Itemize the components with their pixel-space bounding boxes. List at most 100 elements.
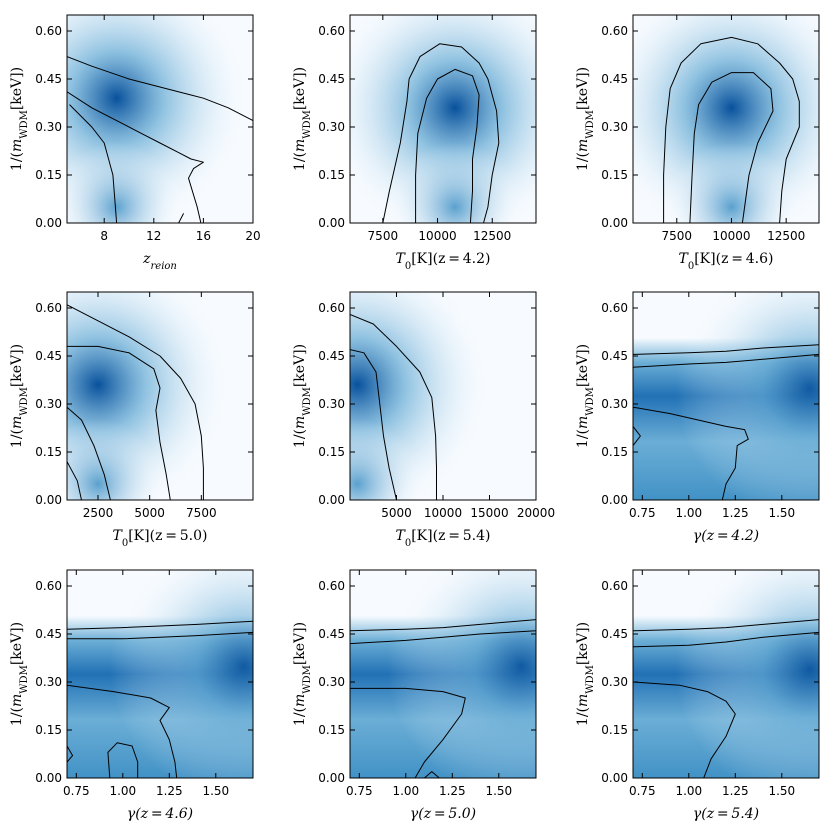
y-tick-label: 0.00 (601, 216, 628, 230)
x-tick-label: 2500 (83, 506, 114, 520)
x-tick-label: 1.25 (722, 784, 749, 798)
y-axis-label: 1/(mWDM[keV]) (9, 622, 30, 726)
density-peak (350, 570, 536, 778)
contour-line (67, 56, 253, 122)
panel-6: 0.00 0.15 0.30 0.45 0.60 0.75 1.00 1.25 1.50 γ(z … (575, 291, 820, 544)
y-axis-label: 1/(mWDM[keV]) (292, 622, 313, 726)
y-axis-label: 1/(mWDM[keV]) (575, 344, 596, 448)
x-axis-label: γ(z = 4.6) (127, 806, 193, 822)
axes-frame (66, 14, 254, 224)
x-tick-label: 12 (146, 229, 161, 243)
x-axis-label: zreion (142, 251, 177, 272)
y-tick-label: 0.30 (35, 120, 62, 134)
panel-7: 0.00 0.15 0.30 0.45 0.60 0.75 1.00 1.25 1.50 γ(z … (9, 569, 254, 822)
contour-line (350, 619, 536, 632)
x-tick-label: 0.75 (346, 784, 373, 798)
y-axis-label: 1/(mWDM[keV]) (292, 67, 313, 171)
contour-line (67, 304, 204, 500)
y-tick-label: 0.45 (601, 627, 628, 641)
x-axis-label: T0[K](z = 5.4) (396, 528, 491, 549)
y-tick-label: 0.00 (35, 771, 62, 785)
contour-line (633, 353, 819, 368)
x-tick-label: 15000 (470, 506, 508, 520)
panel-4: 0.00 0.15 0.30 0.45 0.60 2500 5000 7500 T0[K](z … (9, 291, 254, 549)
contour-line (424, 771, 440, 778)
contour-line (663, 36, 800, 223)
x-tick-label: 5000 (381, 506, 412, 520)
y-tick-label: 0.60 (35, 579, 62, 593)
axes-frame (349, 569, 537, 779)
contour-line (689, 72, 774, 223)
axes-frame (632, 569, 820, 779)
y-tick-label: 0.30 (35, 397, 62, 411)
y-tick-label: 0.30 (318, 675, 345, 689)
contour-line (67, 620, 253, 630)
contour-line (382, 43, 500, 223)
y-tick-label: 0.60 (601, 24, 628, 38)
axes-frame (349, 14, 537, 224)
contour-line (633, 406, 749, 500)
density-tail (350, 15, 536, 223)
panel-8: 0.00 0.15 0.30 0.45 0.60 0.75 1.00 1.25 1.50 γ(z … (292, 569, 537, 822)
density-tail (350, 292, 536, 500)
y-tick-label: 0.45 (601, 72, 628, 86)
y-tick-label: 0.00 (318, 771, 345, 785)
x-tick-label: 7500 (661, 229, 692, 243)
x-tick-label: 5000 (134, 506, 165, 520)
x-tick-label: 1.50 (202, 784, 229, 798)
density-peak (67, 570, 253, 778)
x-axis-label: γ(z = 5.4) (693, 806, 759, 822)
y-tick-label: 0.60 (601, 301, 628, 315)
density-tail (67, 15, 253, 223)
contour-line (633, 631, 819, 648)
y-tick-label: 0.45 (601, 349, 628, 363)
contour-line (67, 684, 178, 778)
x-tick-label: 1.25 (722, 506, 749, 520)
contour-line (350, 687, 466, 778)
panel-2: 0.00 0.15 0.30 0.45 0.60 7500 10000 12500 T0[K](… (292, 14, 537, 272)
x-axis-label: γ(z = 5.0) (410, 806, 476, 822)
y-tick-label: 0.30 (35, 675, 62, 689)
contour-line (633, 426, 641, 446)
contour-line (67, 91, 204, 223)
y-tick-label: 0.60 (318, 301, 345, 315)
x-tick-label: 12500 (767, 229, 805, 243)
x-tick-label: 1.00 (675, 506, 702, 520)
y-tick-label: 0.15 (35, 168, 62, 182)
x-tick-label: 10000 (712, 229, 750, 243)
x-tick-label: 0.75 (63, 784, 90, 798)
x-axis-label: T0[K](z = 4.6) (679, 251, 774, 272)
x-axis-label: γ(z = 4.2) (693, 528, 759, 544)
panel-3: 0.00 0.15 0.30 0.45 0.60 7500 10000 12500 T0[K](… (575, 14, 820, 272)
y-tick-label: 0.15 (318, 445, 345, 459)
y-tick-label: 0.15 (35, 723, 62, 737)
density-tail (67, 292, 253, 500)
y-tick-label: 0.00 (35, 493, 62, 507)
y-axis-label: 1/(mWDM[keV]) (575, 67, 596, 171)
axes-frame (632, 291, 820, 501)
panel-5: 0.00 0.15 0.30 0.45 0.60 5000 10000 15000 20000 T… (292, 291, 555, 549)
y-axis-label: 1/(mWDM[keV]) (9, 344, 30, 448)
y-tick-label: 0.00 (318, 216, 345, 230)
x-tick-label: 1.00 (675, 784, 702, 798)
panel-1: 0.00 0.15 0.30 0.45 0.60 8 12 16 20 zreion 1/(mWDM… (9, 14, 261, 272)
panel-9: 0.00 0.15 0.30 0.45 0.60 0.75 1.00 1.25 1.50 γ(z … (575, 569, 820, 822)
density-tail (633, 15, 819, 223)
contour-line (67, 631, 253, 640)
contour-line (69, 104, 185, 223)
x-tick-label: 1.00 (392, 784, 419, 798)
y-tick-label: 0.45 (318, 72, 345, 86)
contour-line (633, 344, 819, 355)
y-tick-label: 0.15 (35, 445, 62, 459)
y-tick-label: 0.60 (318, 579, 345, 593)
y-axis-label: 1/(mWDM[keV]) (9, 67, 30, 171)
x-tick-label: 7500 (186, 506, 217, 520)
x-tick-label: 7500 (368, 229, 399, 243)
x-tick-label: 1.25 (439, 784, 466, 798)
y-tick-label: 0.15 (601, 445, 628, 459)
y-axis-label: 1/(mWDM[keV]) (575, 622, 596, 726)
x-tick-label: 1.25 (156, 784, 183, 798)
y-tick-label: 0.15 (601, 723, 628, 737)
y-tick-label: 0.60 (35, 301, 62, 315)
